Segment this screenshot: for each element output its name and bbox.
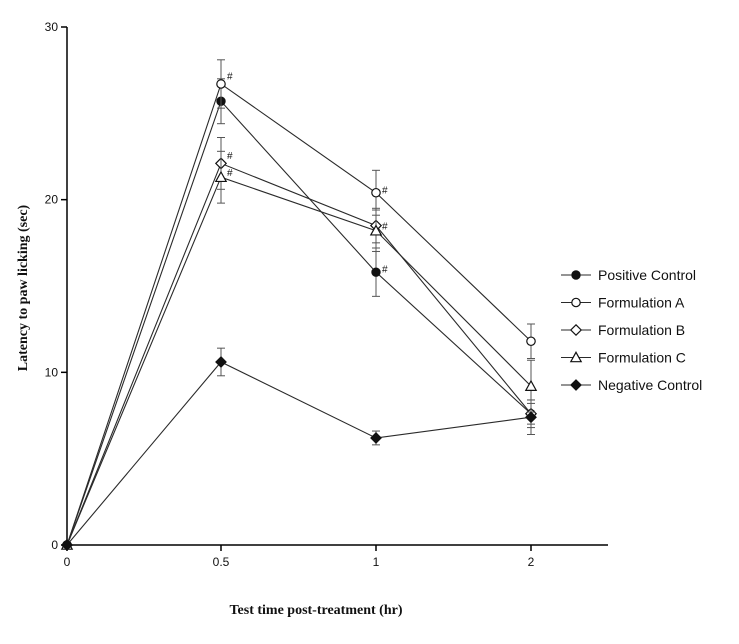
y-tick-label: 10 bbox=[45, 365, 59, 379]
x-axis-title: Test time post-treatment (hr) bbox=[229, 603, 402, 618]
series-negative-control bbox=[61, 347, 537, 551]
data-point bbox=[369, 224, 383, 236]
legend-label: Formulation B bbox=[598, 322, 685, 338]
series-formulation-c bbox=[60, 150, 538, 550]
data-point bbox=[526, 336, 536, 347]
series-formulation-b bbox=[60, 137, 538, 552]
significance-mark: # bbox=[227, 71, 233, 82]
significance-mark: # bbox=[227, 168, 233, 179]
y-tick-label: 20 bbox=[45, 193, 59, 207]
legend-label: Negative Control bbox=[598, 377, 702, 393]
series-line bbox=[66, 83, 532, 546]
data-point bbox=[216, 79, 226, 89]
y-tick-label: 0 bbox=[51, 538, 58, 552]
significance-mark: # bbox=[382, 185, 388, 196]
series-line bbox=[66, 162, 532, 546]
legend-marker bbox=[569, 351, 583, 363]
series-line bbox=[66, 176, 532, 546]
significance-mark: # bbox=[382, 265, 388, 276]
data-point bbox=[370, 432, 382, 444]
series-positive-control bbox=[62, 78, 536, 550]
series-formulation-a bbox=[62, 59, 536, 550]
data-point bbox=[371, 267, 381, 277]
legend-label: Positive Control bbox=[598, 267, 696, 283]
x-tick-label: 2 bbox=[528, 555, 535, 569]
legend-label: Formulation A bbox=[598, 295, 685, 311]
y-axis-title: Latency to paw licking (sec) bbox=[16, 204, 31, 371]
series-layer: # # # # # # bbox=[60, 59, 538, 552]
significance-mark: # bbox=[227, 151, 233, 162]
legend-item: Formulation C bbox=[561, 350, 686, 366]
legend-item: Negative Control bbox=[561, 377, 702, 393]
data-point bbox=[371, 187, 381, 198]
data-point bbox=[524, 379, 538, 391]
legend-marker bbox=[570, 379, 582, 391]
legend-marker bbox=[569, 323, 583, 337]
data-point bbox=[214, 170, 228, 183]
x-tick-label: 0 bbox=[64, 555, 71, 569]
x-tick-label: 1 bbox=[373, 555, 380, 569]
legend-item: Positive Control bbox=[561, 267, 696, 283]
significance-mark: # bbox=[382, 222, 388, 233]
x-tick-label: 0.5 bbox=[213, 555, 230, 569]
legend-label: Formulation C bbox=[598, 350, 686, 366]
legend: Positive Control Formulation A Formulation… bbox=[561, 267, 702, 393]
axes: 0 10 20 30 0 0.5 1 2 bbox=[45, 20, 608, 569]
data-point bbox=[61, 539, 73, 551]
legend-item: Formulation A bbox=[561, 295, 685, 311]
series-line bbox=[66, 100, 532, 546]
legend-item: Formulation B bbox=[561, 322, 685, 338]
y-tick-label: 30 bbox=[45, 20, 59, 34]
data-point bbox=[525, 411, 537, 424]
data-point bbox=[215, 356, 227, 368]
series-line bbox=[66, 361, 532, 546]
legend-marker bbox=[571, 297, 581, 308]
legend-marker bbox=[571, 270, 581, 280]
